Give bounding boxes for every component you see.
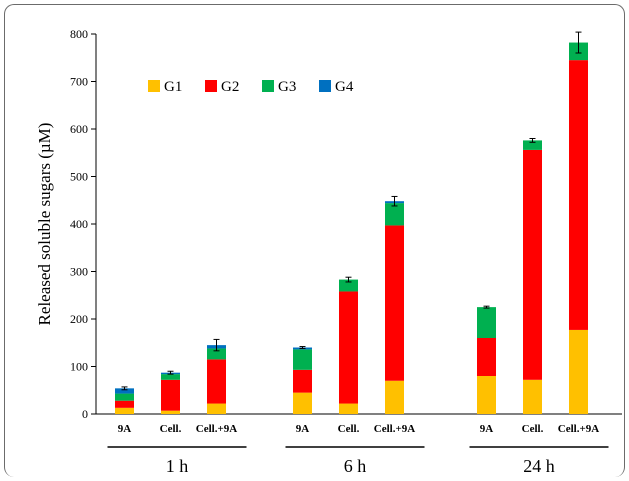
x-category-label: Cell.+9A [374, 423, 415, 435]
bar-segment-g1 [523, 379, 542, 414]
bar-segment-g2 [161, 379, 180, 411]
legend-label-g1: G1 [164, 79, 182, 95]
y-tick-label: 100 [70, 360, 88, 374]
bar-segment-g3 [339, 279, 358, 292]
y-tick-label: 700 [70, 75, 88, 89]
bar-segment-g1 [293, 392, 312, 414]
bar-segment-g2 [339, 291, 358, 404]
bar-segment-g2 [477, 338, 496, 376]
bar-segment-g1 [477, 376, 496, 414]
y-tick-label: 0 [82, 407, 88, 421]
group-label: 6 h [344, 456, 367, 476]
bar-segment-g2 [293, 369, 312, 393]
y-tick-label: 400 [70, 217, 88, 231]
chart-frame [4, 4, 625, 477]
bar-segment-g2 [115, 400, 134, 408]
legend-swatch-g3 [262, 80, 274, 92]
bar-segment-g1 [569, 329, 588, 414]
legend-swatch-g2 [205, 80, 217, 92]
x-category-label: Cell.+9A [196, 423, 237, 435]
legend-label-g3: G3 [278, 79, 296, 95]
bar-segment-g1 [115, 407, 134, 414]
bar-segment-g2 [523, 149, 542, 380]
bar-segment-g4 [115, 388, 134, 394]
y-tick-label: 300 [70, 265, 88, 279]
y-tick-label: 600 [70, 122, 88, 136]
x-category-label: Cell. [338, 423, 360, 435]
bar-segment-g1 [339, 403, 358, 414]
y-axis-label: Released soluble sugars (µM) [35, 123, 54, 326]
bar-segment-g3 [115, 393, 134, 401]
x-category-label: Cell. [522, 423, 544, 435]
bar-segment-g3 [477, 307, 496, 338]
group-label: 24 h [523, 456, 555, 476]
y-tick-label: 200 [70, 312, 88, 326]
x-category-label: 9A [296, 423, 310, 435]
legend-swatch-g1 [148, 80, 160, 92]
bar-segment-g2 [207, 359, 226, 404]
bar-segment-g3 [207, 348, 226, 360]
x-category-label: 9A [118, 423, 132, 435]
x-category-label: 9A [480, 423, 494, 435]
bar-segment-g1 [207, 403, 226, 414]
bar-segment-g1 [385, 380, 404, 414]
x-category-label: Cell.+9A [558, 423, 599, 435]
y-tick-label: 800 [70, 27, 88, 41]
bar-segment-g3 [161, 374, 180, 380]
legend-label-g2: G2 [221, 79, 239, 95]
bar-segment-g3 [385, 203, 404, 226]
bar-segment-g3 [523, 140, 542, 150]
bar-segment-g1 [161, 410, 180, 414]
legend-swatch-g4 [319, 80, 331, 92]
bar-segment-g3 [293, 349, 312, 370]
legend-label-g4: G4 [335, 79, 354, 95]
bar-segment-g2 [569, 60, 588, 330]
group-label: 1 h [166, 456, 189, 476]
x-category-label: Cell. [160, 423, 182, 435]
bar-segment-g2 [385, 225, 404, 381]
y-tick-label: 500 [70, 170, 88, 184]
